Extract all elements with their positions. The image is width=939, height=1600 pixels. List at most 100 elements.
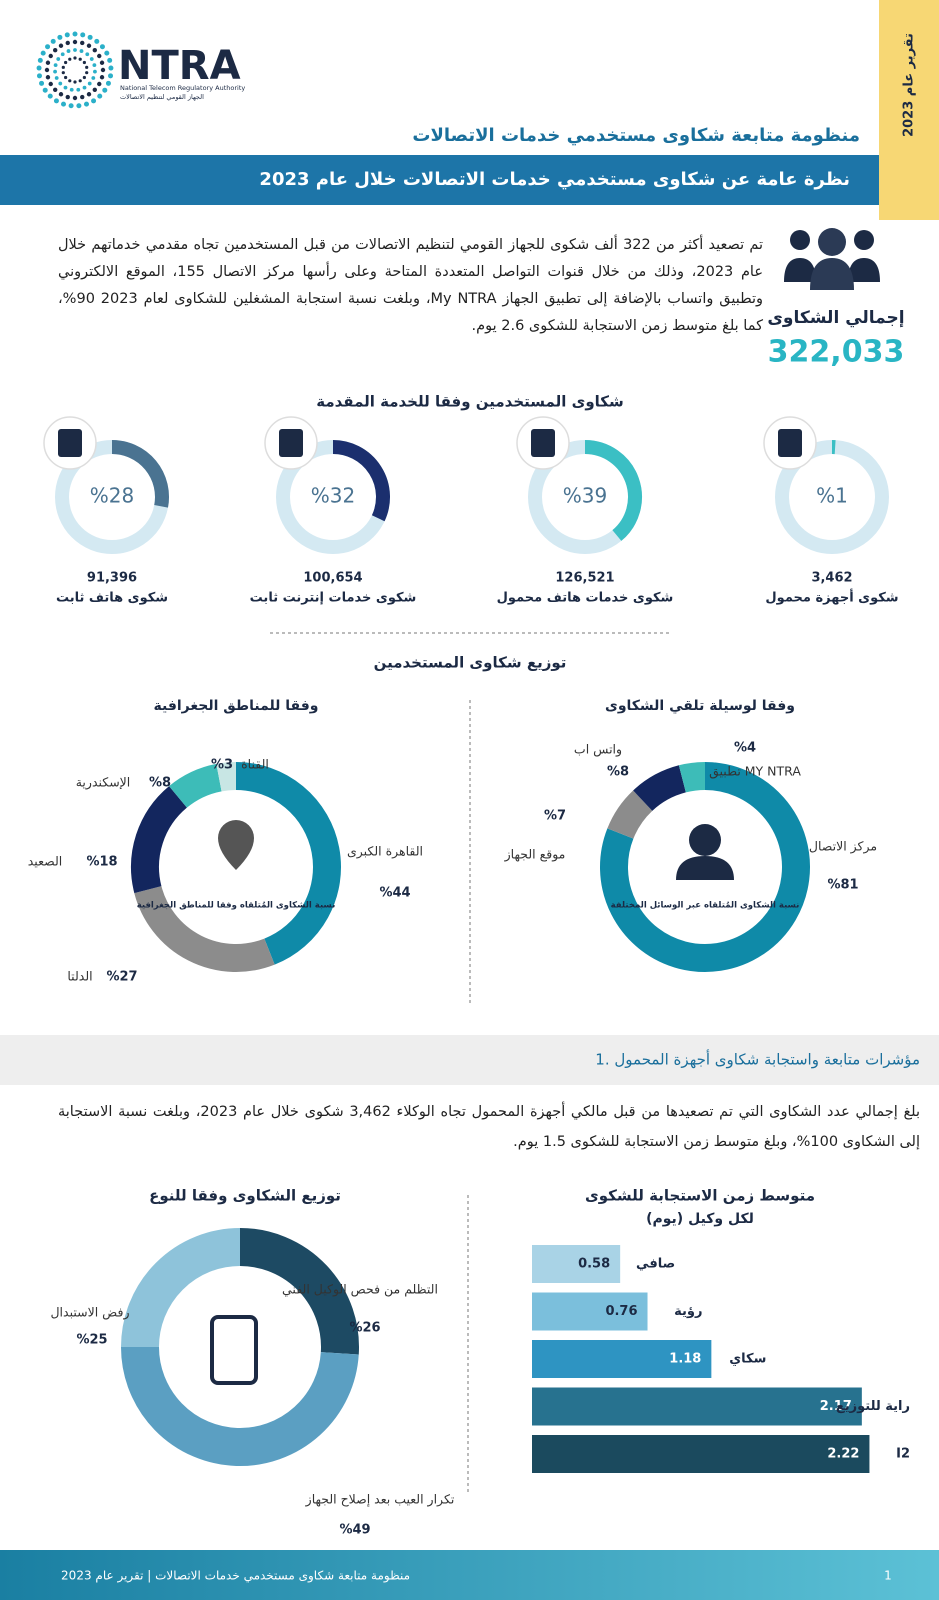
donut-slice [678, 762, 706, 793]
logo-dot [80, 32, 86, 38]
page-number: 1 [884, 1569, 892, 1583]
logo-dot [85, 52, 90, 57]
slice-label: %4 [734, 741, 756, 756]
donut-slice [633, 765, 687, 812]
pin-icon [218, 820, 254, 870]
logo-dot [97, 93, 103, 99]
slice-name: موقع الجهاز [504, 847, 566, 863]
banner [0, 155, 879, 205]
logo-dot [72, 95, 78, 101]
bar [532, 1245, 621, 1283]
service-count: 100,654 [303, 571, 362, 586]
slice-name: الدلتا [67, 969, 92, 984]
page-title: منظومة متابعة شكاوى مستخدمي خدمات الاتصا… [412, 125, 860, 146]
logo-dot [53, 87, 58, 92]
logo-dot [87, 34, 93, 40]
bars-title: متوسط زمن الاستجابة للشكوى [585, 1187, 815, 1205]
slice-label: %3 [211, 758, 233, 773]
slice-label: %8 [607, 765, 629, 780]
logo-dot [85, 71, 89, 75]
slice-name: مركز الاتصال [809, 839, 877, 855]
logo-dot [99, 75, 105, 80]
bar-value: 2.17 [820, 1399, 852, 1414]
logo-dot [58, 81, 63, 86]
logo-dot [42, 87, 48, 93]
slice-name: تطبيق MY NTRA [709, 764, 801, 780]
logo-dot [87, 81, 92, 86]
logo-dot [97, 81, 102, 87]
bars-subtitle: (يوم) لكل وكيل [646, 1211, 754, 1227]
bar-name: صافي [636, 1257, 675, 1272]
logo-dot [44, 67, 50, 73]
donut-slice [607, 790, 653, 840]
gauge-percent: %32 [311, 484, 355, 508]
bar [532, 1435, 870, 1473]
logo-en: National Telecom Regulatory Authority [120, 84, 245, 92]
logo-dot [72, 31, 78, 37]
logo-dot [58, 92, 64, 97]
logo-dot [60, 52, 65, 57]
logo-dot [89, 57, 94, 61]
phone-icon [210, 1315, 258, 1385]
logo-dot [58, 43, 64, 48]
donut-slice [134, 885, 275, 972]
slice-label: %25 [76, 1333, 107, 1348]
donut-slice [121, 1346, 359, 1466]
logo-dot [82, 60, 86, 65]
donut-center: نسبة الشكاوى المُتلقاه عبر الوسائل المخت… [611, 901, 800, 911]
donut-slice [169, 763, 223, 809]
logo-dot [80, 94, 85, 100]
logo-dot [73, 80, 77, 84]
slice-name: واتس اب [574, 742, 622, 758]
donut-slice [600, 762, 810, 972]
bar-name: راية للتوزيع [836, 1399, 910, 1414]
logo-dot [105, 80, 111, 86]
slice-name: الصعيد [28, 854, 63, 869]
donut-slice [131, 786, 188, 894]
service-label: شكوى أجهزة محمول [765, 589, 898, 606]
logo-dot [63, 85, 68, 90]
logo-dot [78, 79, 82, 83]
footer-bar [0, 1550, 939, 1600]
donut-slice [235, 762, 341, 965]
logo-dot [107, 57, 113, 63]
logo-dot [53, 48, 58, 53]
logo-dot [85, 65, 89, 69]
logo-dot [99, 44, 105, 50]
bar-name: I2 [896, 1447, 910, 1462]
logo-dot [39, 80, 45, 86]
logo-dot [61, 101, 67, 107]
service-label: شكوى هاتف ثابت [56, 591, 168, 606]
logo-dot [72, 39, 78, 45]
people-icon [784, 228, 880, 290]
logo-dot [65, 40, 70, 46]
logo-dot [56, 57, 61, 61]
slice-label: %49 [339, 1523, 370, 1538]
logo-dot [73, 56, 77, 60]
gauge-percent: %39 [563, 484, 607, 508]
service-label: شكوى خدمات إنترنت ثابت [250, 591, 417, 606]
bar-value: 2.22 [827, 1447, 859, 1462]
slice-name: تكرار العيب بعد إصلاح الجهاز [305, 1492, 455, 1508]
donut-slice [239, 1228, 359, 1355]
logo-ar: الجهاز القومي لتنظيم الاتصالات [120, 93, 204, 101]
logo-dot [66, 49, 71, 53]
slice-label: %26 [349, 1321, 380, 1336]
logo-dot [45, 75, 51, 80]
bar-value: 1.18 [669, 1352, 701, 1367]
section-band [0, 1035, 939, 1085]
regions-title: وفقا للمناطق الجغرافية [153, 698, 318, 714]
logo-dot [68, 103, 74, 109]
service-count: 126,521 [555, 571, 614, 586]
service-count: 91,396 [87, 571, 137, 586]
logo-dot [91, 98, 97, 104]
logo-dot [73, 48, 77, 52]
logo-dot [79, 49, 84, 53]
slice-name: الإسكندرية [76, 775, 131, 791]
logo-dot [61, 71, 65, 75]
logo-dot [92, 63, 97, 67]
slice-label: %8 [149, 776, 171, 791]
mobile-text: بلغ إجمالي عدد الشكاوى التي تم تصعيدها م… [58, 1104, 921, 1150]
agent-body [676, 856, 734, 880]
